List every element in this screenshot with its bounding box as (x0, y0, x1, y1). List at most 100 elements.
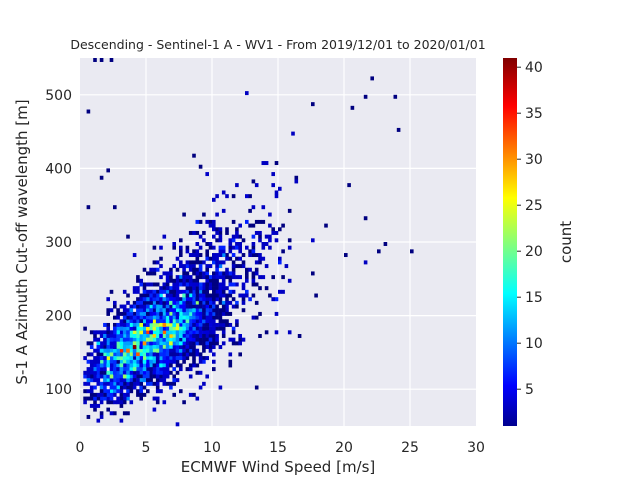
heatmap-bin (188, 308, 193, 313)
heatmap-bin (122, 363, 127, 368)
heatmap-bin (182, 337, 186, 342)
heatmap-bin (175, 352, 180, 357)
heatmap-bin (218, 227, 223, 232)
heatmap-bin (205, 304, 209, 309)
heatmap-bin (221, 245, 226, 250)
heatmap-bin (96, 367, 101, 372)
heatmap-bin (89, 385, 94, 390)
heatmap-bin (212, 197, 216, 202)
heatmap-bin (225, 286, 229, 291)
heatmap-bin (218, 260, 223, 265)
heatmap-bin (169, 297, 173, 302)
heatmap-bin (109, 381, 114, 386)
heatmap-bin (103, 330, 107, 335)
heatmap-bin (182, 264, 186, 269)
heatmap-bin (89, 370, 94, 375)
heatmap-bin (172, 322, 176, 327)
heatmap-bin (205, 253, 209, 258)
heatmap-bin (155, 359, 160, 364)
heatmap-bin (254, 300, 259, 305)
heatmap-bin (99, 363, 104, 368)
heatmap-bin (116, 385, 120, 390)
heatmap-bin (126, 334, 130, 338)
heatmap-bin (192, 322, 196, 327)
heatmap-bin (116, 341, 120, 346)
heatmap-bin (172, 341, 176, 346)
heatmap-bin (146, 341, 150, 346)
heatmap-bin (86, 389, 91, 394)
heatmap-bin (172, 345, 176, 350)
heatmap-bin (182, 326, 186, 331)
heatmap-bin (122, 289, 127, 294)
heatmap-bin (142, 293, 147, 298)
heatmap-bin (225, 253, 229, 258)
heatmap-bin (132, 381, 137, 386)
heatmap-bin (146, 381, 150, 386)
heatmap-bin (155, 345, 160, 350)
heatmap-bin (221, 286, 226, 291)
heatmap-bin (149, 352, 153, 357)
heatmap-bin (198, 311, 203, 316)
heatmap-bin (119, 400, 124, 405)
heatmap-bin (149, 300, 153, 305)
heatmap-bin (175, 378, 180, 383)
heatmap-bin (218, 311, 223, 316)
heatmap-bin (268, 234, 272, 239)
heatmap-bin (146, 378, 150, 383)
heatmap-bin (159, 245, 163, 250)
heatmap-bin (136, 311, 140, 316)
heatmap-bin (231, 297, 236, 302)
heatmap-bin (162, 363, 167, 368)
heatmap-bin (208, 326, 213, 331)
heatmap-bin (159, 293, 163, 298)
heatmap-bin (106, 359, 110, 364)
heatmap-bin (106, 334, 110, 338)
heatmap-bin (271, 230, 275, 235)
heatmap-bin (238, 293, 242, 298)
heatmap-bin (169, 300, 173, 305)
heatmap-bin (99, 414, 104, 419)
heatmap-bin (212, 223, 216, 228)
heatmap-bin (142, 289, 147, 294)
heatmap-bin (172, 297, 176, 302)
heatmap-bin (172, 334, 176, 338)
heatmap-bin (159, 264, 163, 269)
heatmap-bin (169, 308, 173, 313)
heatmap-bin (146, 293, 150, 298)
colorbar-ticks: 5 10 15 20 25 30 35 40 (517, 60, 543, 398)
heatmap-bin (258, 238, 262, 243)
heatmap-bin (410, 249, 414, 254)
heatmap-bin (159, 389, 163, 394)
heatmap-bin (119, 363, 124, 368)
heatmap-bin (155, 341, 160, 346)
heatmap-bin (258, 253, 262, 258)
heatmap-bin (225, 308, 229, 313)
heatmap-bin (192, 326, 196, 331)
heatmap-bin (129, 308, 134, 313)
heatmap-bin (202, 311, 206, 316)
heatmap-bin (99, 389, 104, 394)
heatmap-bin (109, 352, 114, 357)
heatmap-bin (132, 311, 137, 316)
heatmap-bin (254, 315, 259, 320)
heatmap-bin (169, 319, 173, 324)
heatmap-bin (139, 330, 143, 335)
heatmap-bin (215, 267, 219, 272)
heatmap-bin (238, 245, 242, 250)
heatmap-bin (172, 348, 176, 353)
heatmap-bin (139, 367, 143, 372)
heatmap-bin (363, 216, 368, 221)
heatmap-bin (198, 352, 203, 357)
heatmap-bin (271, 172, 275, 177)
heatmap-bin (271, 183, 275, 188)
heatmap-bin (205, 337, 209, 342)
heatmap-bin (159, 297, 163, 302)
heatmap-bin (86, 359, 91, 364)
heatmap-bin (142, 319, 147, 324)
heatmap-bin (132, 322, 137, 327)
heatmap-bin (192, 319, 196, 324)
heatmap-bin (202, 275, 206, 280)
heatmap-bin (212, 289, 216, 294)
heatmap-bin (96, 374, 101, 379)
heatmap-bin (155, 315, 160, 320)
